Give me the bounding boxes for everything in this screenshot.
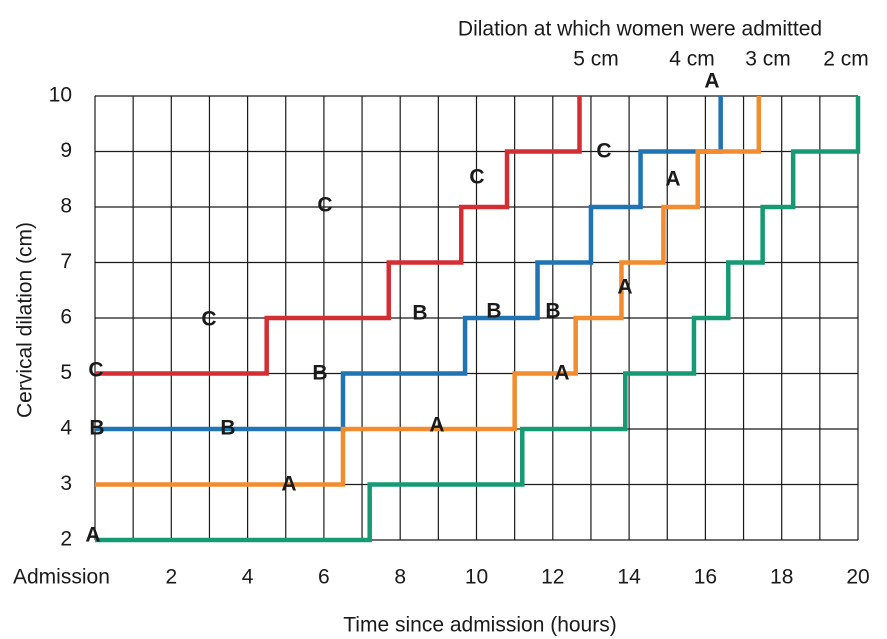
annotation: B <box>89 417 104 440</box>
annotation: A <box>85 524 100 547</box>
y-axis-label: Cervical dilation (cm) <box>14 222 37 418</box>
annotation: B <box>312 362 327 385</box>
step-line <box>95 96 762 487</box>
x-tick-label: 16 <box>694 566 717 589</box>
step-line <box>95 96 582 376</box>
annotation: A <box>429 414 444 437</box>
annotation: A <box>554 362 569 385</box>
legend-label: 2 cm <box>823 48 869 71</box>
y-tick-label: 7 <box>60 250 72 273</box>
annotation: C <box>88 359 103 382</box>
y-tick-label: 10 <box>49 84 72 107</box>
y-tick-label: 8 <box>60 195 72 218</box>
annotation: B <box>545 300 560 323</box>
annotation: A <box>617 276 632 299</box>
annotation: C <box>469 166 484 189</box>
y-tick-label: 3 <box>60 472 72 495</box>
x-tick-label: 12 <box>541 566 564 589</box>
x-tick-label: 10 <box>465 566 488 589</box>
annotation: C <box>596 140 611 163</box>
legend-label: 3 cm <box>745 48 791 71</box>
y-tick-label: 6 <box>60 306 72 329</box>
y-tick-label: 5 <box>60 361 72 384</box>
x-tick-label: 18 <box>770 566 793 589</box>
annotation: A <box>704 70 719 93</box>
legend-label: 4 cm <box>669 48 715 71</box>
legend-title: Dilation at which women were admitted <box>458 18 822 41</box>
annotation: C <box>317 194 332 217</box>
x-tick-label: 14 <box>617 566 641 589</box>
annotation: B <box>412 302 427 325</box>
annotation: B <box>220 417 235 440</box>
x-tick-label: 2 <box>165 566 177 589</box>
annotation: B <box>486 300 501 323</box>
y-tick-label: 4 <box>60 417 72 440</box>
x-tick-label: 4 <box>242 566 254 589</box>
step-line <box>95 96 861 543</box>
legend-label: 5 cm <box>573 48 619 71</box>
annotation: A <box>665 168 680 191</box>
x-tick-label: 8 <box>394 566 406 589</box>
y-tick-label: 2 <box>60 528 72 551</box>
y-tick-label: 9 <box>60 139 72 162</box>
x-tick-label: 6 <box>318 566 330 589</box>
x-tick-label: 20 <box>846 566 869 589</box>
annotation: A <box>281 473 296 496</box>
annotation: C <box>201 308 216 331</box>
step-line <box>95 96 723 432</box>
x-tick-label: Admission <box>13 566 110 589</box>
x-axis-label: Time since admission (hours) <box>343 614 616 637</box>
